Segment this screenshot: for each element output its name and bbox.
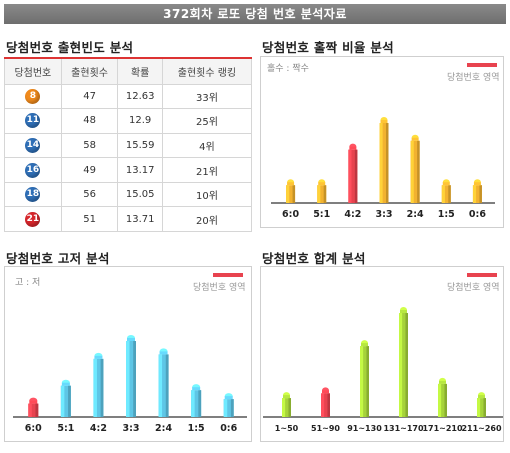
table-row: 8 47 12.63 33위 bbox=[4, 83, 253, 110]
bar-51~90 bbox=[321, 387, 330, 417]
bar-5:1 bbox=[317, 179, 327, 203]
column-header: 출현횟수 bbox=[60, 57, 119, 85]
table-row: 14 58 15.59 4위 bbox=[4, 132, 253, 159]
column-header: 확률 bbox=[117, 57, 163, 85]
cell-prob: 15.05 bbox=[117, 181, 163, 208]
highlow-chart: 6:0 5:1 4:2 3:3 2:4 1:5 0:6 bbox=[13, 335, 247, 434]
column-header: 출현횟수 랭킹 bbox=[161, 57, 253, 85]
frequency-section-title: 당첨번호 출현빈도 분석 bbox=[6, 40, 134, 55]
bar-3:3 bbox=[126, 335, 136, 417]
bar-2:4 bbox=[158, 348, 169, 417]
table-row: 21 51 13.71 20위 bbox=[4, 206, 253, 233]
legend-label: 당첨번호 영역 bbox=[447, 73, 500, 83]
bar-2:4 bbox=[410, 134, 420, 203]
page-title-bar: 372회차 로또 당첨 번호 분석자료 bbox=[4, 4, 506, 24]
bar-6:0 bbox=[286, 179, 296, 203]
cell-prob: 13.71 bbox=[117, 206, 163, 233]
x-tick-label: 3:3 bbox=[375, 209, 392, 220]
bar-1:5 bbox=[191, 384, 202, 417]
cell-rank: 21위 bbox=[161, 157, 253, 183]
cell-count: 49 bbox=[60, 157, 119, 183]
x-tick-label: 51~90 bbox=[311, 424, 340, 433]
sum-chart-panel: 당첨번호 영역 1~50 51~90 91~130 131~170 171~210 211… bbox=[260, 266, 504, 442]
highlow-chart-panel: 고 : 저 당첨번호 영역 6:0 5:1 4:2 3:3 2:4 1:5 0:6 bbox=[4, 266, 252, 442]
oddeven-chart-panel: 홀수 : 짝수 당첨번호 영역 6:0 5:1 4:2 3:3 2:4 1:5 0:6 bbox=[260, 56, 504, 228]
lotto-ball: 8 bbox=[25, 88, 41, 104]
page-title: 372회차 로또 당첨 번호 분석자료 bbox=[163, 7, 347, 21]
legend-label: 당첨번호 영역 bbox=[447, 283, 500, 293]
bar-0:6 bbox=[472, 179, 482, 203]
bar-3:3 bbox=[379, 117, 389, 203]
x-tick-label: 2:4 bbox=[155, 423, 172, 434]
x-tick-label: 131~170 bbox=[383, 424, 424, 433]
cell-count: 58 bbox=[60, 132, 119, 159]
bar-6:0 bbox=[28, 397, 39, 417]
x-tick-label: 4:2 bbox=[344, 209, 361, 220]
cell-rank: 25위 bbox=[161, 108, 253, 134]
lotto-ball: 18 bbox=[25, 187, 41, 203]
oddeven-chart: 6:0 5:1 4:2 3:3 2:4 1:5 0:6 bbox=[271, 117, 495, 220]
legend-swatch bbox=[467, 273, 497, 277]
x-tick-label: 211~260 bbox=[461, 424, 502, 433]
cell-count: 47 bbox=[60, 83, 119, 110]
x-tick-label: 5:1 bbox=[313, 209, 330, 220]
cell-count: 56 bbox=[60, 181, 119, 208]
table-row: 18 56 15.05 10위 bbox=[4, 181, 253, 208]
highlow-section-title: 당첨번호 고저 분석 bbox=[6, 251, 110, 266]
legend-label: 당첨번호 영역 bbox=[193, 283, 246, 293]
bar-0:6 bbox=[223, 393, 234, 417]
x-tick-label: 0:6 bbox=[469, 209, 486, 220]
cell-rank: 33위 bbox=[161, 83, 253, 110]
bar-4:2 bbox=[93, 352, 104, 417]
x-tick-label: 2:4 bbox=[407, 209, 424, 220]
cell-prob: 13.17 bbox=[117, 157, 163, 183]
x-tick-label: 0:6 bbox=[220, 423, 237, 434]
lotto-ball: 11 bbox=[25, 113, 41, 129]
sum-section-title: 당첨번호 합계 분석 bbox=[262, 251, 366, 266]
legend-swatch bbox=[213, 273, 243, 277]
legend-swatch bbox=[467, 63, 497, 67]
bar-131~170 bbox=[399, 307, 408, 417]
cell-prob: 12.9 bbox=[117, 108, 163, 134]
bar-171~210 bbox=[438, 377, 447, 417]
cell-prob: 12.63 bbox=[117, 83, 163, 110]
bar-5:1 bbox=[60, 379, 71, 417]
table-row: 11 48 12.9 25위 bbox=[4, 108, 253, 134]
x-tick-label: 4:2 bbox=[90, 423, 107, 434]
bar-1~50 bbox=[282, 392, 291, 417]
x-tick-label: 91~130 bbox=[347, 424, 382, 433]
cell-count: 51 bbox=[60, 206, 119, 233]
cell-prob: 15.59 bbox=[117, 132, 163, 159]
x-tick-label: 6:0 bbox=[282, 209, 299, 220]
oddeven-section-title: 당첨번호 홀짝 비율 분석 bbox=[262, 40, 394, 55]
cell-count: 48 bbox=[60, 108, 119, 134]
table-row: 16 49 13.17 21위 bbox=[4, 157, 253, 183]
x-tick-label: 171~210 bbox=[422, 424, 463, 433]
oddeven-note: 홀수 : 짝수 bbox=[267, 64, 309, 74]
lotto-ball: 21 bbox=[25, 211, 41, 227]
frequency-table-header: 당첨번호 출현횟수 확률 출현횟수 랭킹 bbox=[4, 57, 253, 85]
column-header: 당첨번호 bbox=[4, 57, 62, 85]
x-tick-label: 3:3 bbox=[122, 423, 139, 434]
x-tick-label: 5:1 bbox=[57, 423, 74, 434]
x-tick-label: 1~50 bbox=[275, 424, 299, 433]
x-tick-label: 1:5 bbox=[438, 209, 455, 220]
x-tick-label: 6:0 bbox=[25, 423, 42, 434]
bar-4:2 bbox=[348, 143, 358, 203]
x-tick-label: 1:5 bbox=[188, 423, 205, 434]
lotto-ball: 16 bbox=[25, 162, 41, 178]
bar-91~130 bbox=[360, 340, 369, 417]
bar-1:5 bbox=[441, 179, 451, 203]
highlow-note: 고 : 저 bbox=[15, 278, 41, 288]
cell-rank: 10위 bbox=[161, 181, 253, 208]
bar-211~260 bbox=[477, 392, 486, 417]
frequency-table: 당첨번호 출현횟수 확률 출현횟수 랭킹 8 47 12.63 33위 11 48 12.9… bbox=[4, 57, 253, 233]
cell-rank: 20위 bbox=[161, 206, 253, 233]
cell-rank: 4위 bbox=[161, 132, 253, 159]
lotto-ball: 14 bbox=[25, 137, 41, 153]
